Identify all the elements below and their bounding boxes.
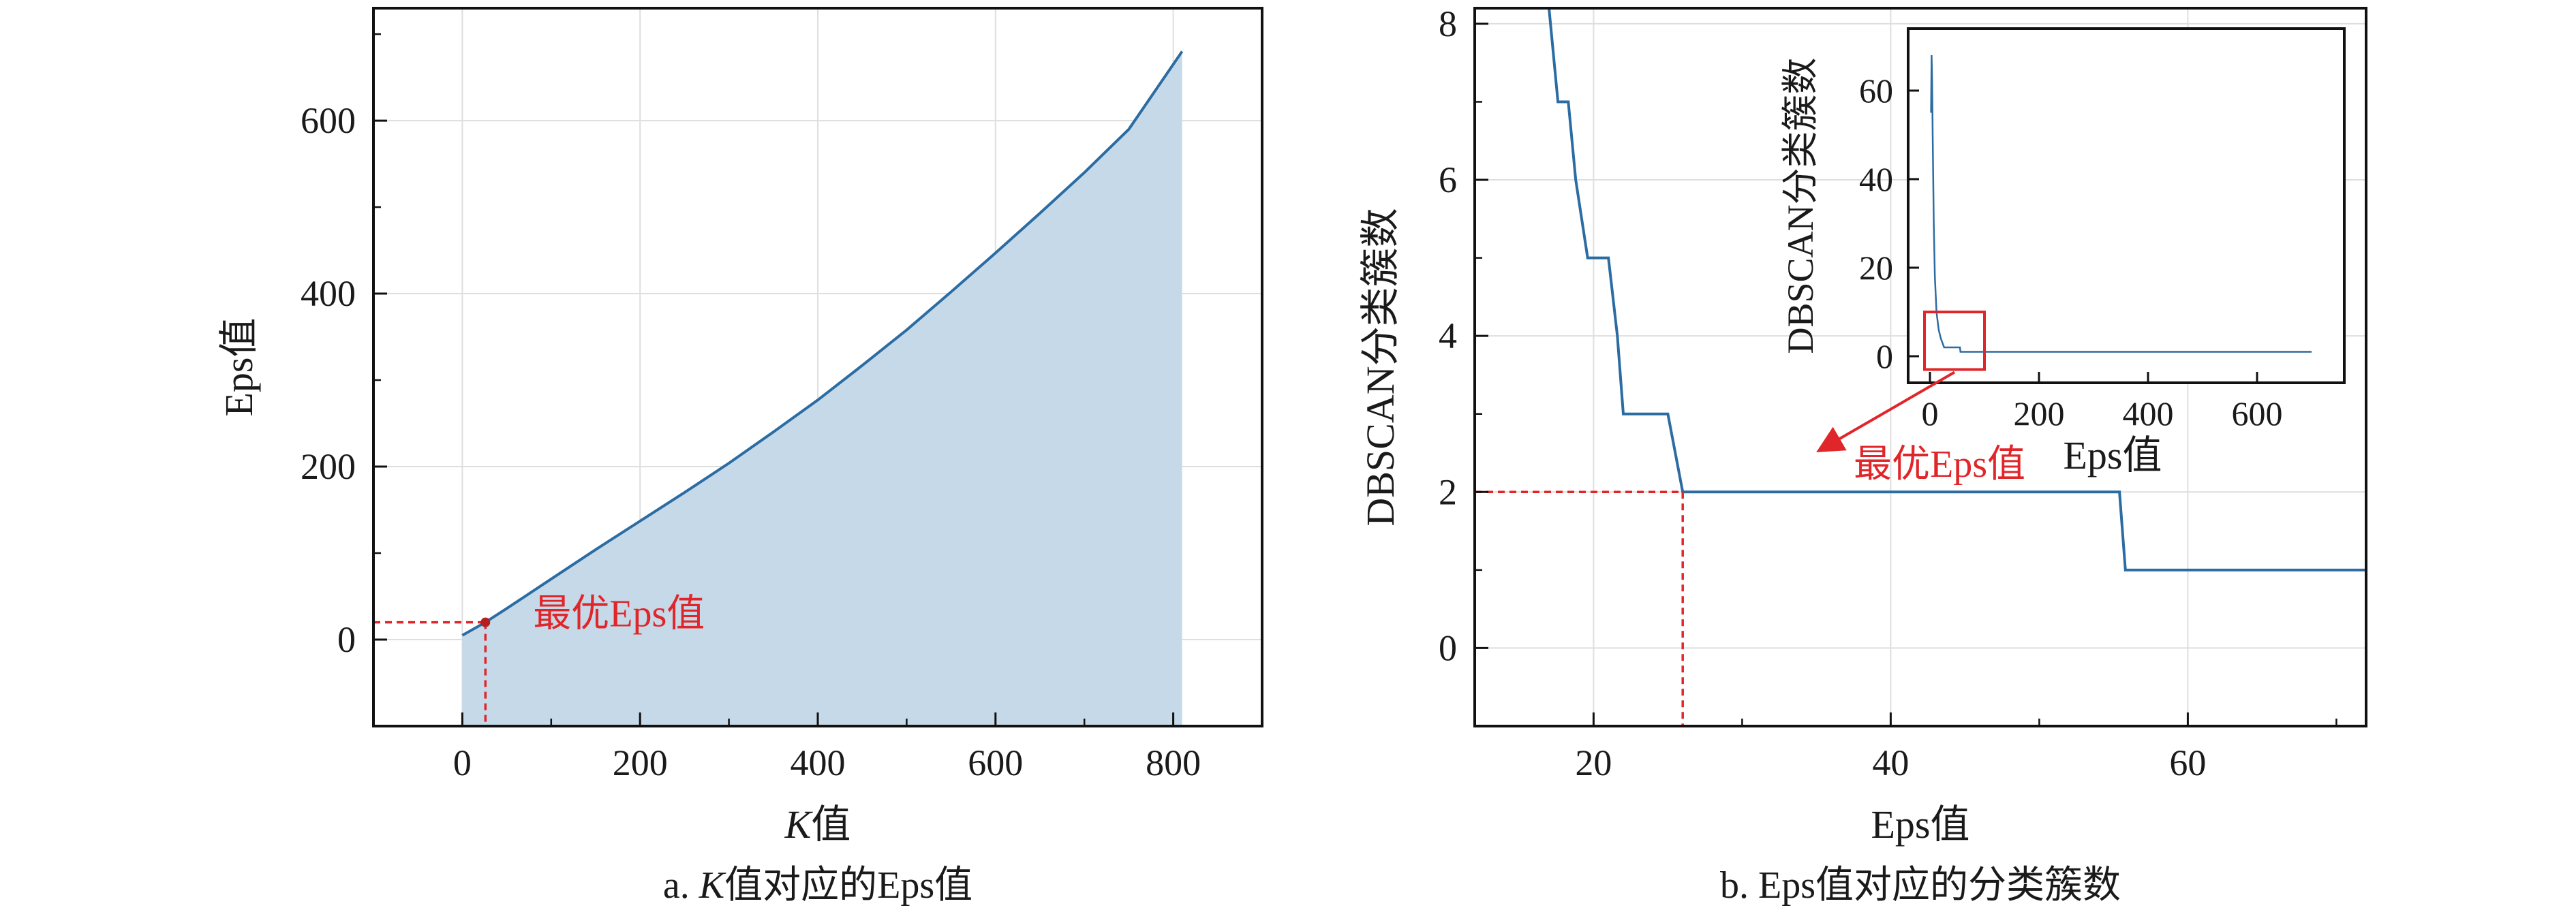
inset-ticks: 0 200 400 600 0 20 40 60 — [1859, 72, 2283, 433]
a-xtick-label-2: 400 — [791, 742, 846, 783]
chart-b-x-axis-title: Eps值 — [1871, 802, 1969, 847]
a-xtick-label-0: 0 — [453, 742, 472, 783]
b-ytick-label-2: 4 — [1439, 315, 1457, 356]
chart-b-inset: 0 200 400 600 0 20 40 60 Eps值 DBSCAN分类簇数 — [1780, 27, 2346, 477]
chart-a-caption-prefix: a. — [663, 864, 699, 907]
chart-a-annotation-label: 最优Eps值 — [533, 593, 705, 636]
inset-zoom-box — [1923, 311, 1986, 371]
chart-a-y-axis-title: Eps值 — [217, 317, 261, 416]
b-ytick-label-4: 8 — [1439, 3, 1457, 44]
a-ytick-label-1: 200 — [301, 446, 356, 487]
inset-background — [1908, 29, 2344, 383]
b-ytick-label-3: 6 — [1439, 159, 1457, 200]
a-ytick-label-2: 400 — [301, 273, 356, 314]
chart-b-plot-frame — [1473, 7, 2367, 727]
chart-a-caption-suffix: 值对应的Eps值 — [724, 864, 972, 907]
a-ytick-label-3: 600 — [301, 100, 356, 141]
b-ytick-label-0: 0 — [1439, 627, 1457, 668]
chart-b-series-line — [1548, 7, 2366, 571]
inset-xtick-label-3: 600 — [2232, 394, 2283, 433]
b-ytick-label-1: 2 — [1439, 471, 1457, 512]
inset-xtick-label-0: 0 — [1922, 394, 1939, 433]
a-xtick-label-3: 600 — [968, 742, 1023, 783]
chart-a-x-axis-title: K值 — [784, 802, 851, 847]
a-ytick-label-0: 0 — [337, 619, 356, 660]
a-xtick-label-4: 800 — [1146, 742, 1201, 783]
inset-xtick-label-1: 200 — [2014, 394, 2065, 433]
chart-a-annotation-point — [480, 617, 491, 627]
chart-a-x-axis-title-italic: K — [784, 802, 814, 847]
chart-a-annotation: 最优Eps值 — [373, 593, 705, 726]
inset-plot-frame — [1907, 27, 2346, 384]
chart-b-annotation-guides — [1475, 490, 1684, 726]
inset-ytick-label-1: 20 — [1859, 249, 1893, 287]
chart-b-y-axis-title: DBSCAN分类簇数 — [1358, 208, 1402, 526]
inset-x-axis-title: Eps值 — [2063, 433, 2162, 477]
inset-series-line — [1930, 54, 2312, 353]
b-xtick-label-1: 40 — [1872, 742, 1909, 783]
chart-a-ticks: 0 200 400 600 800 0 200 400 600 — [301, 33, 1263, 783]
chart-a-area-fill — [462, 51, 1182, 726]
inset-xtick-label-2: 400 — [2123, 394, 2174, 433]
chart-a-caption: a. K值对应的Eps值 — [663, 864, 972, 907]
inset-y-axis-title: DBSCAN分类簇数 — [1780, 57, 1821, 354]
chart-a-caption-italic: K — [699, 864, 726, 907]
b-xtick-label-2: 60 — [2169, 742, 2206, 783]
inset-ytick-label-2: 40 — [1859, 160, 1893, 198]
chart-b-annotation-arrow — [1816, 371, 1956, 453]
chart-b-annotation-label: 最优Eps值 — [1854, 443, 2025, 486]
b-xtick-label-0: 20 — [1575, 742, 1612, 783]
chart-b-caption: b. Eps值对应的分类簇数 — [1720, 864, 2121, 907]
inset-ytick-label-0: 0 — [1876, 337, 1893, 375]
chart-b-grid — [1475, 8, 2366, 726]
a-xtick-label-1: 200 — [613, 742, 668, 783]
chart-a-x-axis-title-suffix: 值 — [811, 802, 850, 847]
chart-a-series-line — [461, 50, 1184, 637]
inset-ytick-label-3: 60 — [1859, 72, 1893, 110]
